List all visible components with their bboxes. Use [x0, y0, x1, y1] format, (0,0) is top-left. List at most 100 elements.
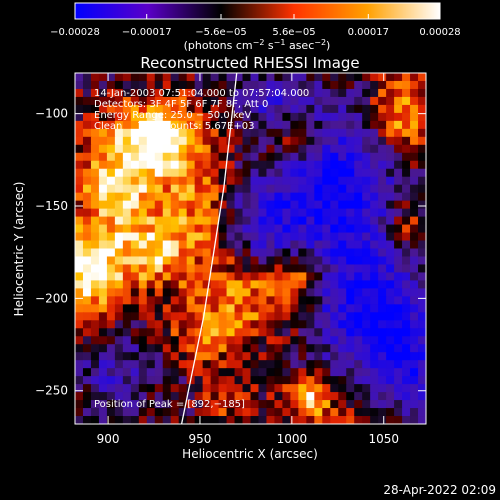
heatmap-cell	[218, 408, 228, 417]
heatmap-cell	[354, 208, 363, 218]
heatmap-cell	[266, 160, 276, 170]
heatmap-cell	[138, 73, 148, 82]
heatmap-cell	[402, 384, 411, 393]
heatmap-cell	[234, 128, 244, 138]
heatmap-cell	[418, 136, 426, 146]
y-tick-label: −250	[35, 384, 68, 398]
heatmap-cell	[362, 264, 371, 274]
heatmap-cell	[106, 376, 116, 385]
heatmap-cell	[242, 168, 252, 178]
heatmap-cell	[394, 200, 403, 210]
heatmap-cell	[194, 168, 204, 178]
heatmap-cell	[418, 184, 426, 194]
heatmap-cell	[178, 248, 188, 258]
heatmap-cell	[290, 328, 299, 337]
heatmap-cell	[346, 192, 355, 202]
heatmap-cell	[130, 328, 140, 337]
heatmap-cell	[178, 216, 188, 226]
heatmap-cell	[114, 416, 124, 424]
heatmap-cell	[106, 73, 116, 82]
heatmap-cell	[290, 384, 299, 393]
heatmap-cell	[122, 312, 132, 321]
heatmap-cell	[282, 360, 291, 369]
heatmap-cell	[290, 368, 299, 377]
heatmap-cell	[154, 192, 164, 202]
heatmap-cell	[282, 224, 291, 234]
heatmap-cell	[98, 360, 108, 369]
heatmap-cell	[98, 208, 108, 218]
heatmap-cell	[314, 80, 323, 90]
heatmap-cell	[306, 200, 315, 210]
heatmap-cell	[314, 392, 323, 401]
heatmap-cell	[250, 144, 260, 154]
heatmap-cell	[282, 384, 291, 393]
heatmap-cell	[282, 88, 291, 98]
heatmap-cell	[178, 120, 188, 130]
heatmap-cell	[330, 376, 339, 385]
heatmap-cell	[178, 73, 188, 82]
heatmap-cell	[98, 272, 108, 282]
heatmap-cell	[242, 224, 252, 234]
heatmap-cell	[338, 352, 347, 361]
heatmap-cell	[410, 80, 419, 90]
heatmap-cell	[90, 288, 100, 297]
heatmap-cell	[322, 312, 331, 321]
heatmap-cell	[282, 296, 291, 305]
heatmap-cell	[75, 272, 84, 282]
heatmap-cell	[202, 200, 212, 210]
heatmap-cell	[290, 360, 299, 369]
heatmap-cell	[234, 304, 244, 313]
heatmap-cell	[98, 176, 108, 186]
x-tick-label: 900	[97, 432, 120, 446]
heatmap-cell	[346, 408, 355, 417]
heatmap-cell	[210, 232, 220, 242]
heatmap-cell	[338, 320, 347, 329]
heatmap-cell	[346, 288, 355, 297]
heatmap-cell	[394, 232, 403, 242]
heatmap-cell	[370, 296, 379, 305]
heatmap-cell	[354, 224, 363, 234]
heatmap-cell	[122, 264, 132, 274]
heatmap-cell	[274, 224, 284, 234]
heatmap-cell	[322, 104, 331, 114]
heatmap-cell	[210, 216, 220, 226]
heatmap-cell	[162, 352, 172, 361]
heatmap-cell	[378, 368, 387, 377]
heatmap-cell	[306, 232, 315, 242]
heatmap-cell	[154, 312, 164, 321]
heatmap-cell	[75, 400, 84, 409]
heatmap-cell	[258, 368, 268, 377]
heatmap-cell	[146, 224, 156, 234]
heatmap-cell	[402, 368, 411, 377]
heatmap-cell	[146, 144, 156, 154]
heatmap-cell	[146, 408, 156, 417]
heatmap-cell	[242, 264, 252, 274]
heatmap-cell	[122, 392, 132, 401]
heatmap-cell	[322, 200, 331, 210]
heatmap-cell	[122, 400, 132, 409]
heatmap-cell	[122, 288, 132, 297]
heatmap-cell	[298, 272, 307, 282]
heatmap-cell	[394, 416, 403, 424]
heatmap-cell	[218, 256, 228, 266]
heatmap-cell	[210, 392, 220, 401]
heatmap-cell	[298, 400, 307, 409]
heatmap-cell	[370, 272, 379, 282]
heatmap-cell	[226, 248, 236, 258]
heatmap-cell	[306, 304, 315, 313]
heatmap-cell	[122, 73, 132, 82]
heatmap-cell	[98, 192, 108, 202]
heatmap-cell	[314, 208, 323, 218]
heatmap-cell	[322, 160, 331, 170]
heatmap-cell	[314, 384, 323, 393]
heatmap-cell	[154, 392, 164, 401]
heatmap-cell	[306, 168, 315, 178]
heatmap-cell	[370, 416, 379, 424]
x-axis-label: Heliocentric X (arcsec)	[182, 447, 318, 461]
heatmap-cell	[266, 192, 276, 202]
heatmap-cell	[75, 312, 84, 321]
heatmap-cell	[75, 216, 84, 226]
heatmap-cell	[242, 232, 252, 242]
heatmap-cell	[258, 112, 268, 122]
heatmap-cell	[186, 384, 196, 393]
